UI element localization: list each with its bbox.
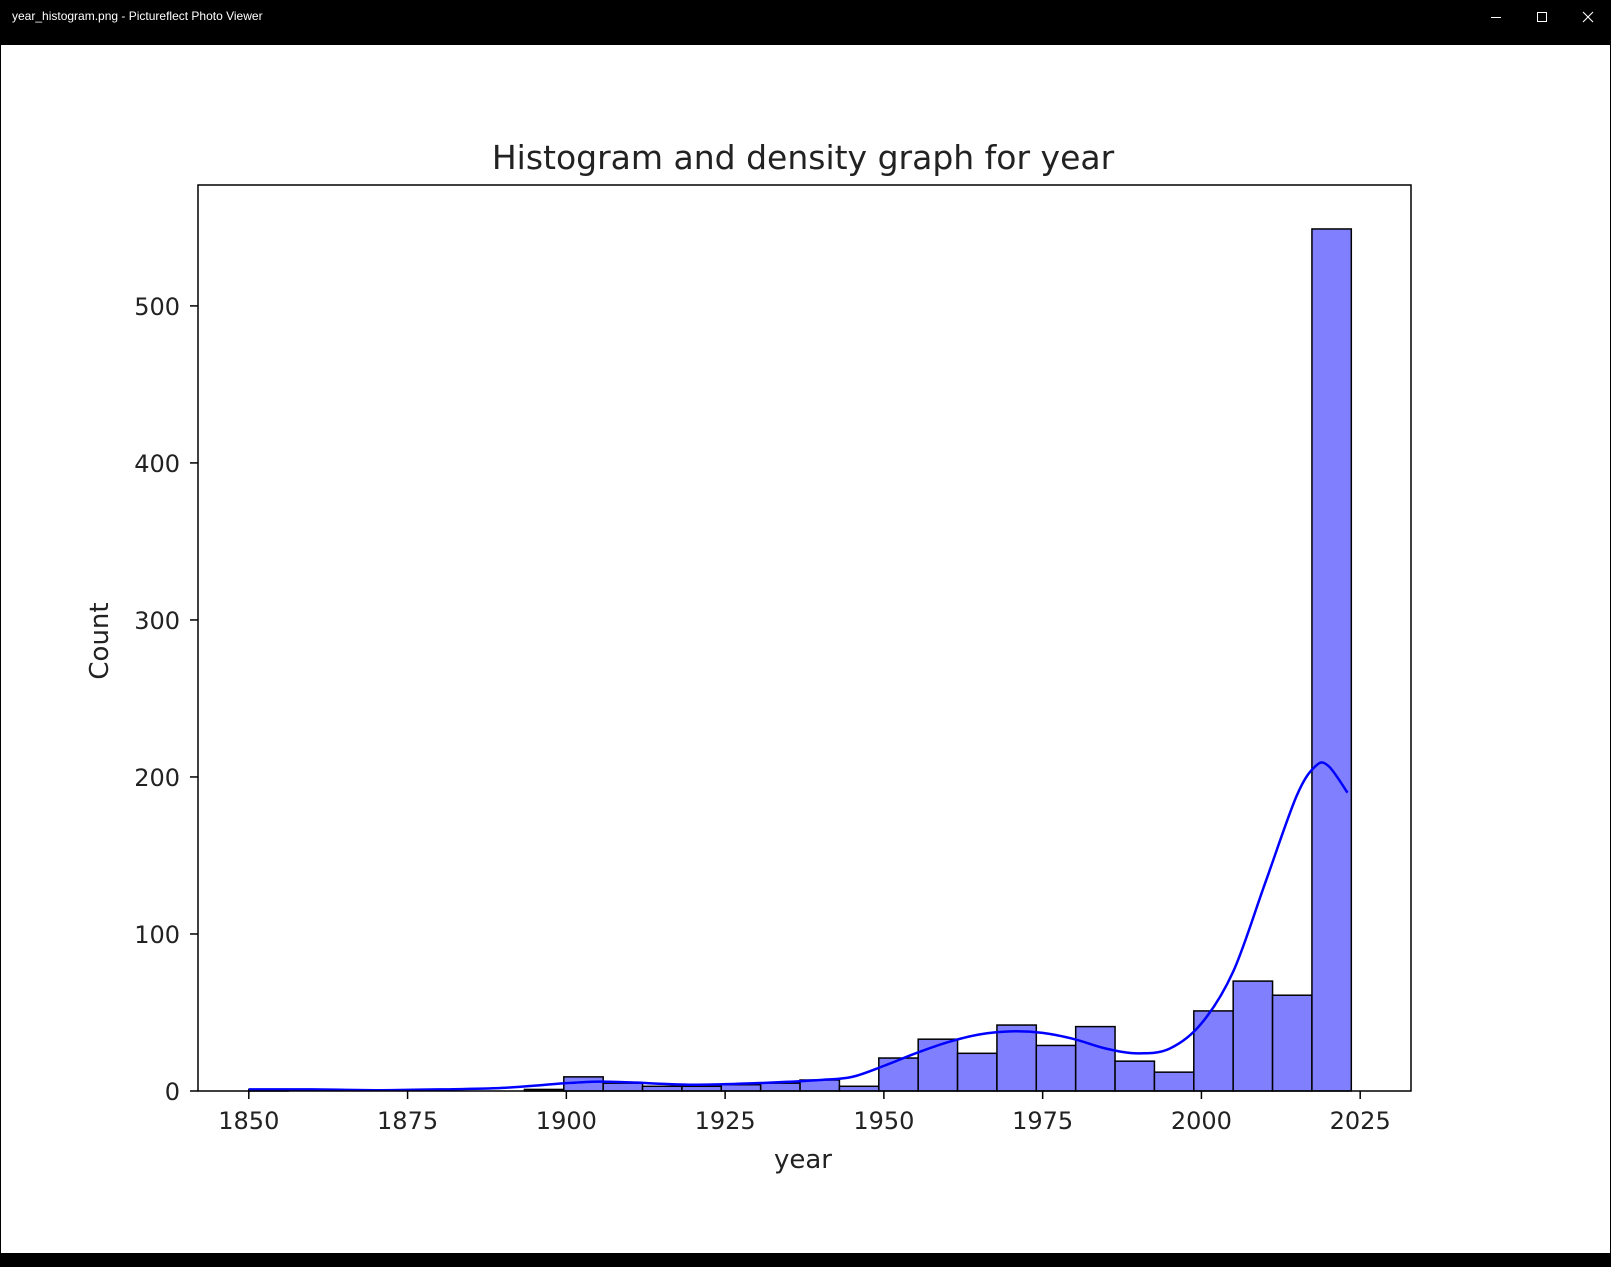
histogram-chart: Histogram and density graph for year 185… (85, 138, 1412, 1175)
close-button[interactable] (1565, 0, 1611, 34)
close-icon (1582, 11, 1594, 23)
minimize-icon (1490, 11, 1502, 23)
histogram-bar (1232, 980, 1274, 1092)
plot-frame (197, 184, 1412, 1092)
histogram-bar (1193, 1010, 1234, 1092)
histogram-bar (917, 1038, 959, 1092)
y-tick-label: 400 (134, 450, 180, 478)
maximize-icon (1536, 11, 1548, 23)
title-bar: year_histogram.png - Pictureflect Photo … (0, 0, 1611, 45)
x-tick-label: 2025 (1330, 1107, 1391, 1135)
bottom-bar (0, 1253, 1611, 1267)
maximize-button[interactable] (1519, 0, 1565, 34)
y-tick-label: 0 (165, 1078, 180, 1106)
histogram-bar (720, 1083, 762, 1092)
y-axis-label: Count (85, 602, 115, 679)
histogram-bar (996, 1024, 1038, 1092)
x-tick-label: 1925 (695, 1107, 756, 1135)
histogram-bar (1271, 994, 1313, 1092)
histogram-bar (759, 1082, 801, 1092)
histogram-bar (1074, 1025, 1116, 1092)
histogram-bar (1153, 1071, 1195, 1092)
histogram-bar (1035, 1044, 1077, 1092)
y-tick-label: 500 (134, 293, 180, 321)
histogram-bar (878, 1057, 919, 1092)
image-viewport: Histogram and density graph for year 185… (1, 45, 1610, 1253)
histogram-bar (1311, 228, 1353, 1092)
x-axis-label: year (774, 1145, 832, 1175)
density-curve (248, 761, 1349, 1092)
x-tick-label: 1975 (1012, 1107, 1073, 1135)
x-tick-label: 2000 (1171, 1107, 1232, 1135)
chart-title: Histogram and density graph for year (492, 138, 1115, 177)
window-title: year_histogram.png - Pictureflect Photo … (12, 9, 263, 23)
x-tick-label: 1875 (377, 1107, 438, 1135)
y-tick-label: 200 (134, 764, 180, 792)
x-tick-label: 1950 (853, 1107, 914, 1135)
x-tick-label: 1900 (536, 1107, 597, 1135)
minimize-button[interactable] (1473, 0, 1519, 34)
y-tick-label: 100 (134, 921, 180, 949)
histogram-bar (956, 1052, 998, 1092)
histogram-bar (1114, 1060, 1156, 1092)
y-tick-label: 300 (134, 607, 180, 635)
x-tick-label: 1850 (218, 1107, 279, 1135)
histogram-bar (602, 1082, 644, 1092)
